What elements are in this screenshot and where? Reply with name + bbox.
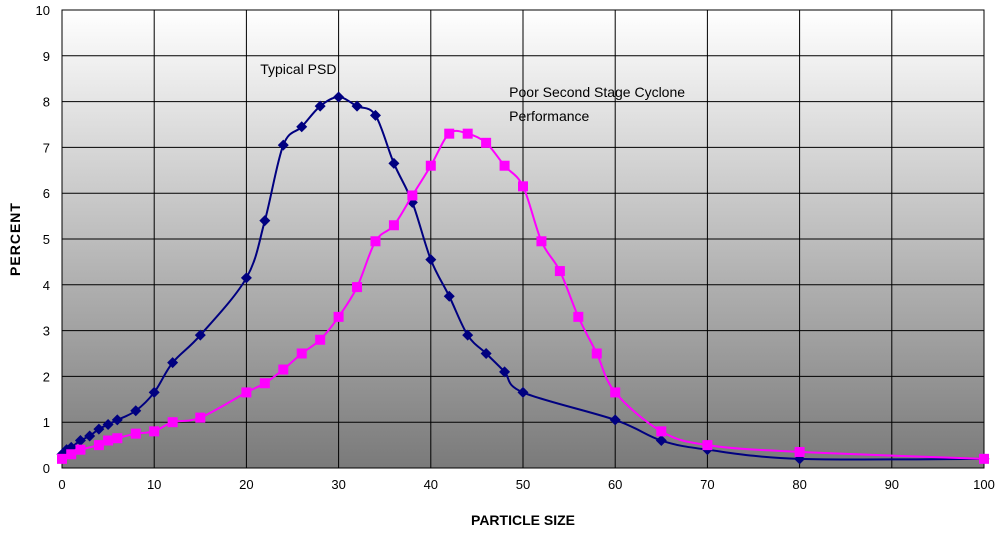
series-0-point bbox=[93, 423, 105, 435]
series-0-point bbox=[194, 329, 206, 341]
series-1-point bbox=[296, 348, 307, 359]
annotation-0-line-0: Typical PSD bbox=[260, 61, 336, 77]
annotations: Typical PSD Poor Second Stage Cyclone Perf… bbox=[260, 61, 685, 124]
series-1-point bbox=[333, 311, 344, 322]
series-1-point bbox=[388, 220, 399, 231]
series-1-point bbox=[499, 160, 510, 171]
series-1-point bbox=[370, 236, 381, 247]
tick-labels: 0 10 20 30 40 50 60 70 80 90 100 0 1 2 3 4 5 6 7 8 9 10 bbox=[36, 3, 995, 492]
series-0-point bbox=[333, 91, 345, 103]
annotation-1-line-1: Performance bbox=[509, 108, 589, 124]
y-tick-label: 3 bbox=[43, 324, 50, 339]
series-1-point bbox=[407, 190, 418, 201]
y-tick-label: 10 bbox=[36, 3, 50, 18]
x-tick-label: 90 bbox=[885, 477, 899, 492]
series-0-point bbox=[259, 215, 271, 227]
x-tick-label: 60 bbox=[608, 477, 622, 492]
series-1-point bbox=[536, 236, 547, 247]
series-1-point bbox=[656, 426, 667, 437]
series-0-point bbox=[655, 435, 667, 447]
series-1-point bbox=[518, 181, 528, 192]
series-1-point bbox=[195, 412, 206, 423]
y-tick-label: 6 bbox=[43, 186, 50, 201]
series-0-point bbox=[369, 109, 381, 121]
series-0-point bbox=[425, 254, 437, 266]
series-group bbox=[56, 91, 990, 465]
plot-border bbox=[61, 9, 985, 469]
x-tick-label: 10 bbox=[147, 477, 161, 492]
annotation-1-line-0: Poor Second Stage Cyclone bbox=[509, 84, 685, 100]
y-tick-label: 5 bbox=[43, 232, 50, 247]
series-0-point bbox=[277, 139, 289, 151]
y-tick-label: 1 bbox=[43, 415, 50, 430]
series-1-point bbox=[573, 311, 584, 322]
series-1-point bbox=[352, 282, 363, 293]
series-0-point bbox=[499, 366, 511, 378]
series-1-point bbox=[130, 428, 141, 439]
series-1-point bbox=[979, 453, 989, 464]
series-1-point bbox=[425, 160, 436, 171]
series-0-point bbox=[351, 100, 363, 112]
x-tick-label: 70 bbox=[700, 477, 714, 492]
y-axis-title: PERCENT bbox=[7, 202, 23, 276]
series-1-point bbox=[241, 387, 252, 398]
x-tick-label: 30 bbox=[331, 477, 345, 492]
series-1-point bbox=[75, 444, 86, 455]
series-0-point bbox=[240, 272, 252, 284]
y-tick-label: 0 bbox=[43, 461, 50, 476]
y-tick-label: 2 bbox=[43, 369, 50, 384]
x-tick-label: 40 bbox=[424, 477, 438, 492]
series-1-point bbox=[554, 266, 565, 277]
x-tick-label: 80 bbox=[792, 477, 806, 492]
series-1-point bbox=[149, 426, 160, 437]
series-1-point bbox=[702, 440, 713, 451]
series-0-point bbox=[167, 357, 179, 369]
series-1-point bbox=[794, 446, 805, 457]
series-1-point bbox=[610, 387, 621, 398]
series-0-point bbox=[462, 329, 474, 341]
y-tick-label: 7 bbox=[43, 140, 50, 155]
series-1 bbox=[57, 128, 989, 464]
series-1-point bbox=[93, 440, 104, 451]
series-0-point bbox=[296, 121, 308, 133]
series-0-point bbox=[388, 157, 400, 169]
series-1-point bbox=[259, 378, 270, 389]
series-0-point bbox=[609, 414, 621, 426]
y-tick-label: 8 bbox=[43, 95, 50, 110]
series-1-point bbox=[278, 364, 289, 375]
series-0-point bbox=[517, 386, 529, 398]
series-1-point bbox=[66, 449, 77, 460]
series-0-point bbox=[74, 435, 86, 447]
series-1-point bbox=[481, 137, 492, 148]
series-0-point bbox=[314, 100, 326, 112]
x-tick-label: 20 bbox=[239, 477, 253, 492]
series-0-point bbox=[130, 405, 142, 417]
series-1-point bbox=[315, 334, 326, 345]
series-1-point bbox=[462, 128, 473, 139]
series-1-point bbox=[57, 453, 67, 464]
series-0-point bbox=[148, 386, 160, 398]
series-0-line bbox=[61, 96, 985, 461]
series-1-point bbox=[444, 128, 455, 139]
series-1-point bbox=[103, 435, 114, 446]
series-0-point bbox=[111, 414, 123, 426]
x-axis-title: PARTICLE SIZE bbox=[471, 512, 575, 528]
series-0-point bbox=[84, 430, 96, 442]
x-tick-label: 50 bbox=[516, 477, 530, 492]
x-tick-label: 0 bbox=[58, 477, 65, 492]
y-tick-label: 4 bbox=[43, 278, 50, 293]
series-0-point bbox=[443, 290, 455, 302]
y-tick-label: 9 bbox=[43, 49, 50, 64]
series-1-point bbox=[167, 417, 178, 428]
series-1-point bbox=[112, 433, 123, 444]
series-0-point bbox=[480, 348, 492, 359]
x-tick-label: 100 bbox=[973, 477, 995, 492]
series-1-point bbox=[591, 348, 602, 359]
series-0-point bbox=[102, 418, 114, 430]
